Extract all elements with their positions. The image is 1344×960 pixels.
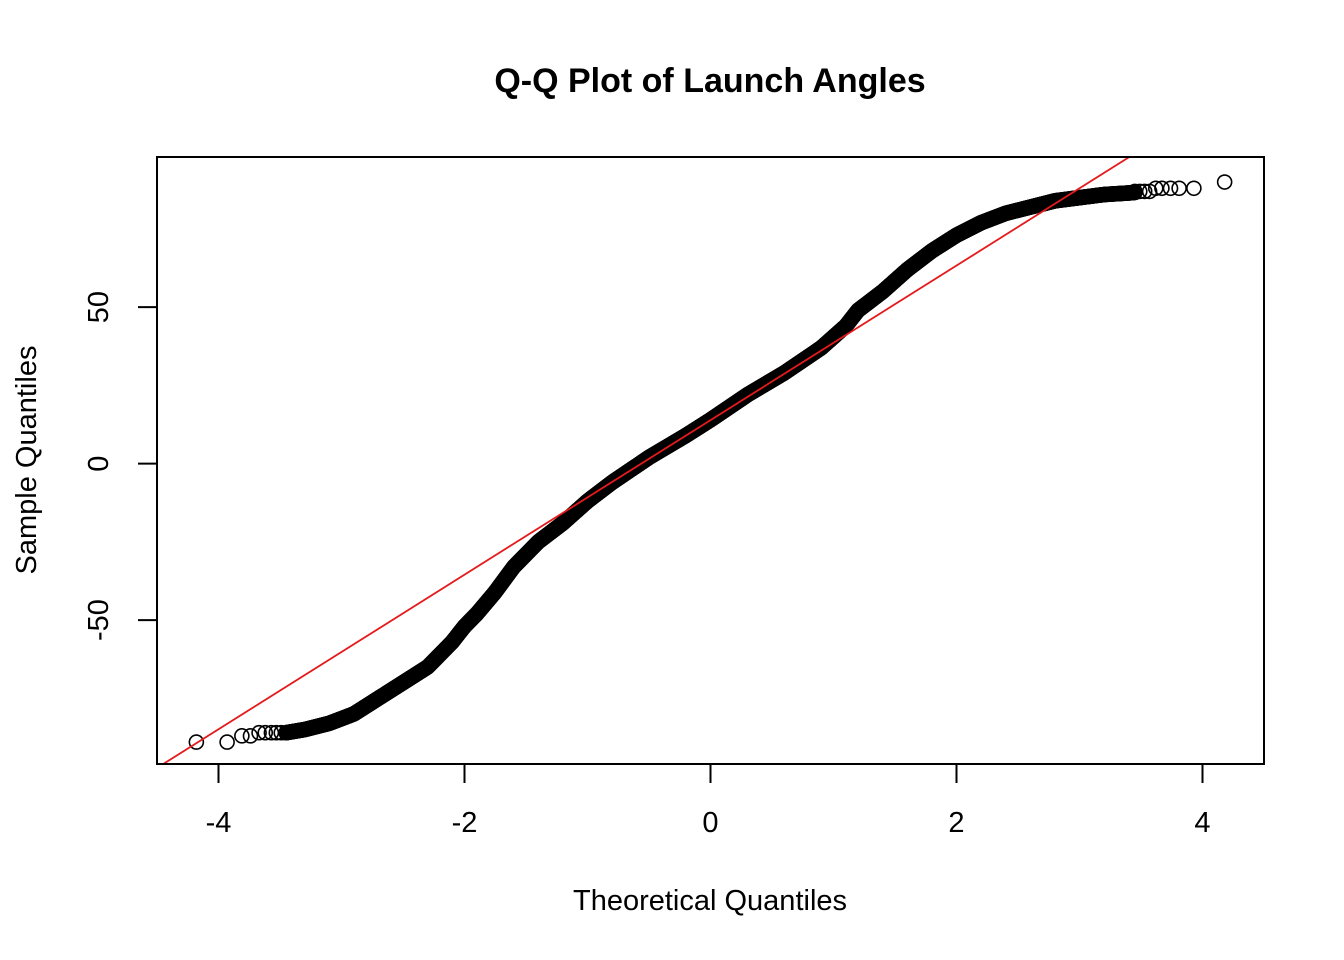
x-tick-label: 2 [948, 807, 964, 839]
sample-point [1136, 183, 1153, 200]
sample-point [278, 724, 294, 741]
sample-point [1131, 183, 1148, 200]
reference-line [161, 157, 1131, 764]
sample-point [219, 734, 235, 750]
sample-point [1154, 180, 1170, 197]
sample-point [268, 724, 285, 741]
y-axis: -50 0 50 [83, 291, 157, 641]
sample-point [242, 728, 259, 744]
y-tick-label: 50 [83, 291, 115, 323]
sample-point [1171, 180, 1187, 197]
sample-point [1186, 180, 1202, 197]
sample-point [1162, 180, 1179, 197]
plot-frame [156, 156, 1265, 765]
sample-point [234, 728, 250, 744]
sample-point [188, 734, 205, 750]
x-axis-label: Theoretical Quantiles [573, 885, 847, 917]
x-tick-label: -2 [452, 807, 478, 839]
x-tick-label: -4 [206, 807, 232, 839]
sample-points [188, 174, 1233, 750]
y-tick-label: -50 [83, 599, 115, 641]
x-tick-label: 4 [1194, 807, 1210, 839]
y-axis-label: Sample Quantiles [11, 346, 43, 575]
x-axis: -4 -2 0 2 4 [206, 764, 1211, 839]
sample-point [273, 724, 290, 741]
x-tick-label: 0 [702, 807, 718, 839]
y-tick-label: 0 [83, 456, 115, 472]
sample-point [251, 724, 267, 741]
chart-title: Q-Q Plot of Launch Angles [494, 62, 925, 100]
sample-point [1216, 174, 1233, 190]
plot-area [156, 156, 1265, 765]
sample-point [257, 724, 274, 741]
